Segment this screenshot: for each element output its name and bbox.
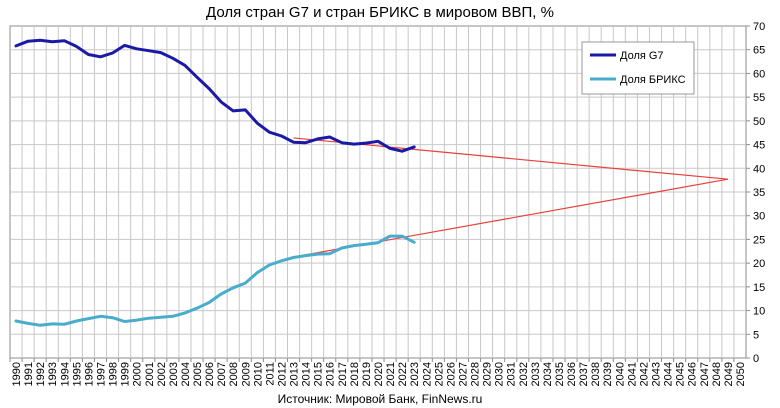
x-tick-label: 2008 xyxy=(228,362,240,386)
x-tick-label: 1990 xyxy=(11,362,23,386)
x-tick-label: 2042 xyxy=(638,362,650,386)
x-tick-label: 2028 xyxy=(470,362,482,386)
y-tick-label: 15 xyxy=(753,282,765,294)
y-tick-label: 25 xyxy=(753,234,765,246)
x-tick-label: 2032 xyxy=(518,362,530,386)
x-tick-label: 2033 xyxy=(530,362,542,386)
x-tick-label: 2040 xyxy=(614,362,626,386)
x-tick-label: 2012 xyxy=(276,362,288,386)
x-tick-label: 2018 xyxy=(349,362,361,386)
x-tick-label: 2014 xyxy=(301,362,313,386)
x-tick-label: 2036 xyxy=(566,362,578,386)
x-tick-label: 2027 xyxy=(457,362,469,386)
y-tick-label: 70 xyxy=(753,21,765,33)
trend-line xyxy=(293,137,728,180)
x-tick-label: 2009 xyxy=(240,362,252,386)
y-tick-label: 0 xyxy=(753,353,759,365)
x-tick-label: 2041 xyxy=(626,362,638,386)
x-tick-label: 1992 xyxy=(35,362,47,386)
x-tick-label: 2017 xyxy=(337,362,349,386)
legend-label: Доля G7 xyxy=(620,50,664,62)
y-tick-label: 60 xyxy=(753,68,765,80)
x-tick-label: 2034 xyxy=(542,362,554,386)
y-tick-label: 5 xyxy=(753,329,759,341)
x-tick-label: 2049 xyxy=(723,362,735,386)
x-tick-label: 2050 xyxy=(735,362,747,386)
x-tick-label: 1999 xyxy=(120,362,132,386)
x-tick-label: 1997 xyxy=(95,362,107,386)
x-tick-label: 2003 xyxy=(168,362,180,386)
y-tick-label: 50 xyxy=(753,116,765,128)
x-tick-label: 2019 xyxy=(361,362,373,386)
x-tick-label: 2030 xyxy=(494,362,506,386)
x-tick-label: 2006 xyxy=(204,362,216,386)
x-tick-label: 1998 xyxy=(108,362,120,386)
y-tick-label: 35 xyxy=(753,187,765,199)
x-tick-label: 2047 xyxy=(699,362,711,386)
x-tick-label: 1994 xyxy=(59,362,71,386)
series-line-1 xyxy=(14,38,416,153)
x-tick-label: 2013 xyxy=(289,362,301,386)
chart-title: Доля стран G7 и стран БРИКС в мировом ВВ… xyxy=(206,4,554,21)
legend-box xyxy=(581,41,695,95)
y-tick-label: 45 xyxy=(753,140,765,152)
x-tick-label: 2020 xyxy=(373,362,385,386)
x-tick-label: 2011 xyxy=(264,362,276,386)
x-tick-label: 2024 xyxy=(421,362,433,386)
y-tick-label: 40 xyxy=(753,163,765,175)
x-tick-label: 1993 xyxy=(47,362,59,386)
x-tick-label: 2029 xyxy=(482,362,494,386)
legend-label: Доля БРИКС xyxy=(620,74,686,86)
x-tick-label: 2025 xyxy=(433,362,445,386)
series-line-2 xyxy=(14,234,416,327)
x-tick-label: 1991 xyxy=(23,362,35,386)
x-tick-label: 2010 xyxy=(252,362,264,386)
x-tick-label: 2035 xyxy=(554,362,566,386)
x-tick-label: 2002 xyxy=(156,362,168,386)
x-tick-label: 2026 xyxy=(445,362,457,386)
y-tick-label: 55 xyxy=(753,92,765,104)
y-tick-label: 10 xyxy=(753,306,765,318)
x-tick-label: 2022 xyxy=(397,362,409,386)
x-tick-label: 2015 xyxy=(313,362,325,386)
x-tick-label: 2021 xyxy=(385,362,397,386)
x-tick-label: 2038 xyxy=(590,362,602,386)
chart-source: Источник: Мировой Банк, FinNews.ru xyxy=(278,392,483,406)
x-tick-label: 2001 xyxy=(144,362,156,386)
x-tick-label: 2037 xyxy=(578,362,590,386)
x-tick-label: 2045 xyxy=(675,362,687,386)
x-tick-label: 2044 xyxy=(663,362,675,386)
y-tick-label: 30 xyxy=(753,211,765,223)
x-tick-label: 2005 xyxy=(192,362,204,386)
series-lines xyxy=(14,38,416,327)
x-tick-label: 2016 xyxy=(325,362,337,386)
x-tick-label: 2004 xyxy=(180,362,192,386)
x-tick-label: 1996 xyxy=(83,362,95,386)
x-tick-label: 2039 xyxy=(602,362,614,386)
x-tick-label: 2023 xyxy=(409,362,421,386)
x-tick-label: 2046 xyxy=(687,362,699,386)
x-tick-label: 2048 xyxy=(711,362,723,386)
y-tick-label: 65 xyxy=(753,45,765,57)
x-tick-label: 2031 xyxy=(506,362,518,386)
y-tick-label: 20 xyxy=(753,258,765,270)
x-tick-label: 2007 xyxy=(216,362,228,386)
x-tick-label: 2043 xyxy=(651,362,663,386)
x-tick-label: 1995 xyxy=(71,362,83,386)
x-tick-label: 2000 xyxy=(132,362,144,386)
legend: Доля G7 Доля БРИКС xyxy=(581,41,695,95)
